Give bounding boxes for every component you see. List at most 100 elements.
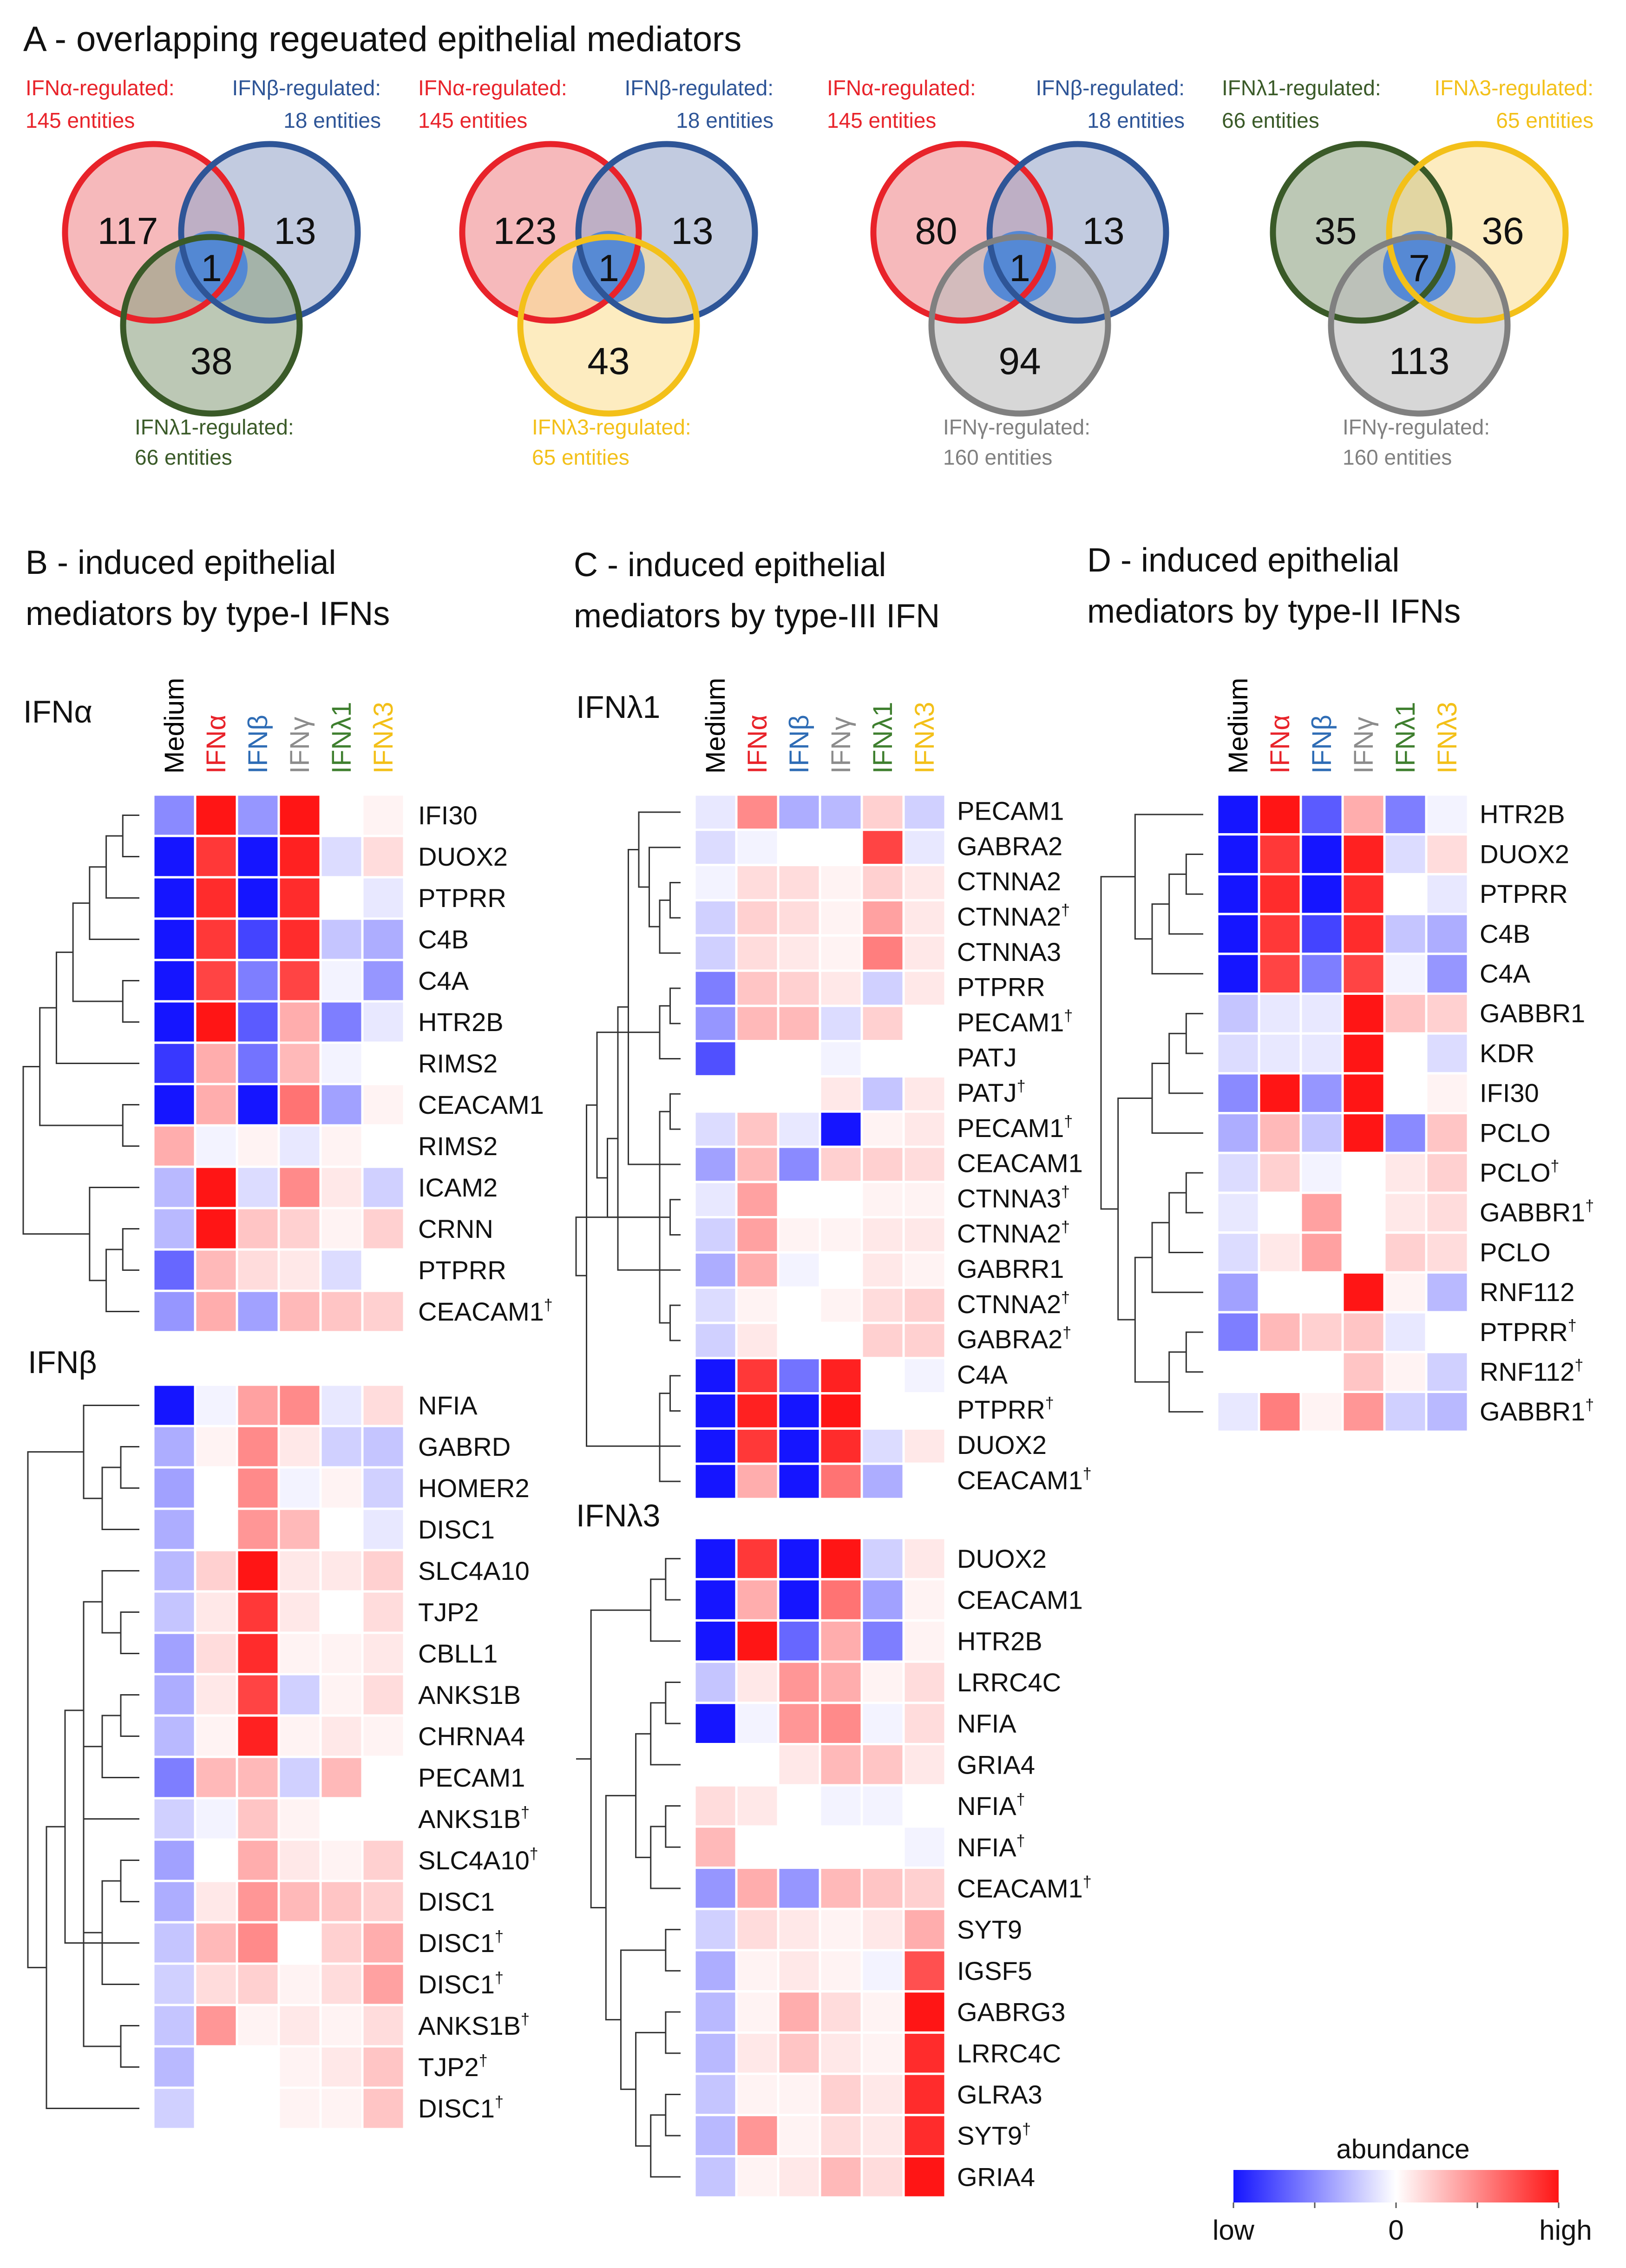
row-label: GABRD [418,1432,511,1461]
heatmap-cell [819,1907,863,1952]
row-label: DISC1† [418,1969,504,1999]
row-label: PTPRR [957,973,1045,1002]
heatmap-cell [1383,793,1428,836]
heatmap-cell [152,1797,197,1841]
dendrogram-branch [1100,876,1135,1210]
column-label-2: IFNβ [1307,715,1337,774]
heatmap-cell [152,1165,197,1210]
venn-center-region [983,231,1056,303]
heatmap-cell [1299,993,1344,1035]
venn-label-bottom-name: IFNλ1-regulated: [135,415,294,439]
heatmap-cell [277,1673,322,1717]
heatmap-cell [277,1590,322,1634]
heatmap-cell [902,793,947,831]
row-label: ANKS1B† [418,2011,530,2040]
dendrogram-branch [122,980,139,1023]
heatmap-cell [1258,993,1302,1035]
row-label: CTNNA2† [957,901,1070,931]
dendrogram-branch [122,1104,139,1147]
venn-label-top-right-name: IFNβ-regulated: [625,76,774,100]
venn-label-top-left-name: IFNλ1-regulated: [1222,76,1381,100]
column-label-3: IFNγ [285,717,315,774]
heatmap-cell [1383,913,1428,955]
heatmap-cell [319,1714,364,1758]
dendrogram-branch [1168,873,1203,935]
heatmap-cell [860,1216,905,1254]
heatmap-cell [236,1425,280,1469]
heatmap-cell [693,1825,738,1869]
heatmaps: IFNα Medium IFNα IFNβ IFNγ IFNλ1 IFNλ3 IFI30 DUO… [22,678,1594,2199]
dendrogram-branch [1185,1172,1203,1214]
heatmap-cell [277,1124,322,1168]
venn-circle-outline-3 [1328,234,1511,417]
heatmap-cell [1425,1391,1469,1433]
row-label: TJP2† [418,2052,488,2082]
row-label: PTPRR [418,1256,506,1285]
row-label: GRIA4 [957,1750,1035,1779]
heatmap-cell [277,1631,322,1676]
heatmap-cell [152,1289,197,1334]
heatmap-cell [819,1619,863,1663]
heatmap-cell [152,959,197,1003]
dendrogram-branch [1117,1097,1152,1321]
heatmap-title: IFNλ3 [576,1498,660,1533]
heatmap-cell [777,1357,821,1395]
row-label: CEACAM1† [957,1873,1092,1903]
venn-label-bottom-name: IFNγ-regulated: [1343,415,1490,439]
heatmap-cell [1299,873,1344,915]
column-label-1: IFNα [742,715,773,774]
venn-label-top-left-count: 145 entities [26,108,135,132]
venn-3: 80 13 1 94 IFNα-regulated: 145 entities IFNβ-r… [827,76,1185,469]
heatmap-cell [277,1165,322,1210]
heatmap-cell [152,2045,197,2089]
heatmap-cell [777,2031,821,2075]
heatmap-cell [735,1392,780,1430]
dendrogram-branch [89,1187,139,1282]
column-label-0: Medium [701,678,731,774]
heatmap-cell [277,1755,322,1800]
heatmap-cell [319,835,364,879]
heatmap-cell [361,1755,406,1800]
heatmap-cell [1425,953,1469,995]
heatmap-cell [735,2155,780,2199]
heatmap-cell [319,2004,364,2048]
heatmap-cell [860,1743,905,1787]
heatmap-cell [693,1907,738,1952]
row-label: PCLO [1480,1237,1551,1267]
heatmap-cell [860,969,905,1007]
venn-label-bottom-name: IFNγ-regulated: [943,415,1090,439]
row-label: PATJ† [957,1078,1026,1107]
venn-center-region [175,231,248,303]
venn-circle-outline-1 [62,141,245,324]
heatmap-cell [735,1702,780,1746]
row-label: PECAM1† [957,1113,1073,1143]
column-label-4: IFNλ1 [868,702,898,774]
heatmap-cell [194,1507,238,1551]
heatmap-cell [1258,1311,1302,1354]
heatmap-cell [277,1797,322,1841]
heatmap-cell [194,876,238,920]
heatmap-cell [236,1083,280,1127]
heatmap-cell [1216,793,1260,836]
heatmap-cell [1216,1112,1260,1154]
heatmap-cell [236,1041,280,1085]
heatmap-cell [236,1590,280,1634]
heatmap-cell [693,899,738,937]
venn-circle-fill-3 [520,237,697,414]
heatmap-cell [1341,1032,1386,1075]
row-label: DISC1 [418,1887,495,1916]
heatmap-cell [860,1040,905,1078]
heatmap-cell [236,1755,280,1800]
heatmap-cell [194,1921,238,1965]
heatmap-cell [1383,1231,1428,1274]
heatmap-cell [1299,1112,1344,1154]
dendrogram-branch [1151,1222,1203,1293]
heatmap-cell [819,1286,863,1324]
heatmap-cell [236,1248,280,1292]
venn-circle-outline-2 [178,141,361,324]
heatmap-cell [777,899,821,937]
heatmap-cell [152,1041,197,1085]
dendrogram-branch [72,902,123,1002]
heatmap-cell [902,2072,947,2117]
row-label: GABRA2† [957,1324,1071,1354]
